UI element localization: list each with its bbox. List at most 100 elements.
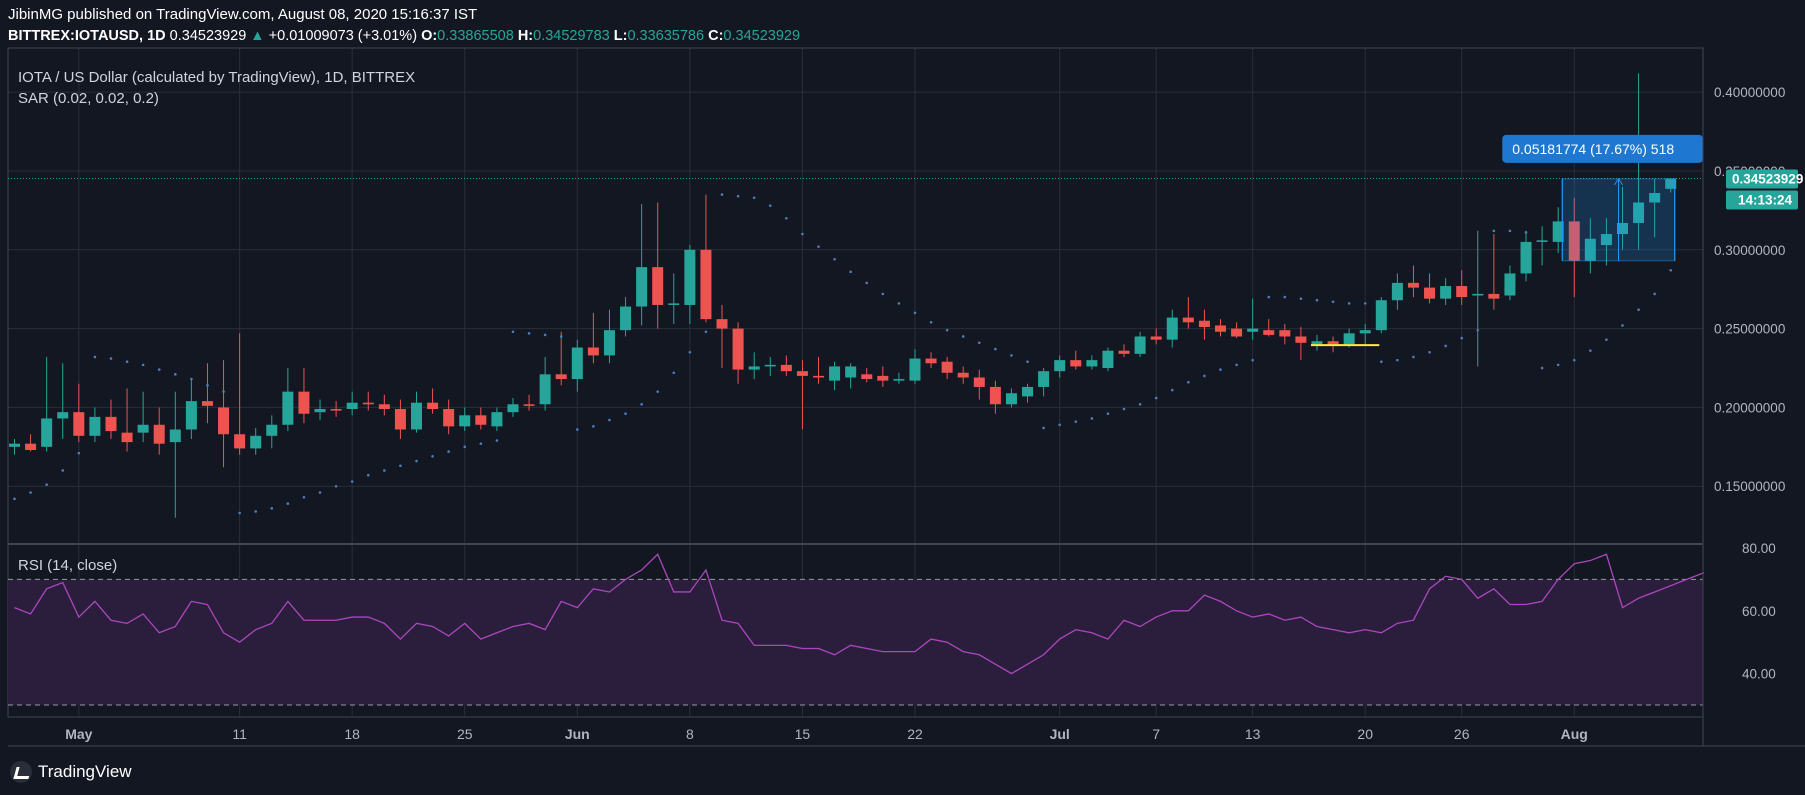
sar-dot [1540, 366, 1544, 370]
sar-dot [704, 330, 708, 334]
candle-body [1182, 317, 1194, 323]
candle-body [153, 424, 165, 444]
candle-body [925, 358, 937, 364]
price-tick-label: 0.15000000 [1714, 479, 1785, 494]
price-axis-background [1704, 46, 1805, 719]
candle-body [394, 409, 406, 430]
candle-body [491, 412, 503, 427]
candle-body [234, 434, 246, 449]
candle-body [1247, 328, 1259, 332]
sar-dot [1605, 338, 1608, 341]
candle-body [973, 377, 985, 387]
candle-body [201, 401, 213, 406]
sar-dot [576, 428, 579, 431]
candle-body [1456, 286, 1468, 298]
sar-dot [1331, 300, 1335, 304]
candle-body [764, 364, 776, 367]
sar-dot [640, 402, 643, 406]
sar-dot [1267, 295, 1271, 299]
sar-dot [1074, 420, 1078, 423]
sar-dot [736, 194, 740, 198]
candle-body [1504, 273, 1516, 296]
sar-dot [61, 469, 65, 472]
candle-body [989, 386, 1001, 405]
sar-dot [45, 483, 48, 486]
sar-dot [1058, 423, 1061, 427]
sar-dot [1621, 324, 1624, 327]
sar-dot [688, 350, 692, 354]
candle-body [861, 374, 873, 380]
candle-body [1311, 341, 1323, 345]
candle-body [266, 424, 278, 436]
sar-dot [415, 459, 418, 463]
time-tick-label: 20 [1357, 726, 1373, 742]
candle-body [684, 249, 696, 305]
price-tick-label: 0.40000000 [1714, 85, 1785, 100]
candle-body [1568, 221, 1580, 261]
time-tick-label: Aug [1561, 726, 1588, 742]
sar-dot [1026, 360, 1029, 364]
sar-dot [1219, 368, 1222, 371]
sar-dot [656, 390, 659, 393]
candle-body [1617, 222, 1628, 235]
countdown-tag-label: 14:13:24 [1738, 192, 1793, 207]
sar-dot [463, 445, 467, 449]
sar-dot [720, 193, 724, 196]
sar-dot [1637, 308, 1640, 311]
candle-body [362, 402, 374, 405]
candle-body [169, 429, 181, 443]
candle-body [1022, 386, 1034, 397]
sar-dot [1380, 360, 1383, 364]
candle-body [1407, 282, 1419, 288]
candle-body [780, 364, 792, 372]
sar-dot [881, 292, 885, 296]
symbol-name[interactable]: BITTREX:IOTAUSD, 1D [8, 28, 166, 44]
candle-body [877, 375, 889, 381]
sar-legend[interactable]: SAR (0.02, 0.02, 0.2) [18, 90, 159, 107]
sar-dot [1154, 396, 1158, 400]
candle-body [539, 374, 551, 405]
candle-body [218, 407, 230, 435]
candle-body [1472, 293, 1484, 296]
sar-dot [270, 507, 274, 510]
time-tick-label: 11 [232, 726, 247, 742]
candle-body [1215, 325, 1226, 332]
measure-label: 0.05181774 (17.67%) 518 [1512, 141, 1674, 157]
candle-body [571, 347, 583, 380]
sar-dot [13, 497, 16, 501]
sar-dot [29, 491, 32, 494]
tradingview-logo-icon [10, 761, 32, 783]
sar-dot [318, 491, 322, 494]
sar-dot [1396, 358, 1399, 362]
sar-dot [1235, 363, 1238, 367]
tradingview-logo[interactable]: TradingView [10, 761, 132, 783]
sar-dot [945, 328, 949, 332]
sar-dot [157, 368, 161, 371]
rsi-legend[interactable]: RSI (14, close) [18, 557, 117, 574]
candle-body [89, 416, 101, 436]
price-tick-label: 0.30000000 [1714, 243, 1785, 258]
candle-body [748, 366, 760, 370]
sar-dot [1476, 328, 1480, 332]
sar-dot [141, 363, 145, 367]
candle-body [1391, 282, 1403, 301]
rsi-line [14, 553, 1720, 675]
sar-dot [93, 355, 97, 359]
sar-dot [1460, 336, 1463, 340]
candle-body [73, 412, 85, 436]
high-label: H: [517, 28, 534, 44]
candle-body [443, 409, 455, 427]
candle-body [314, 409, 326, 413]
time-tick-label: May [65, 726, 92, 742]
sar-dot [479, 442, 483, 445]
candle-body [1279, 330, 1291, 337]
time-tick-label: Jul [1050, 726, 1070, 742]
sar-dot [334, 484, 338, 488]
last-price-tag [1726, 169, 1798, 189]
sar-dot [592, 425, 595, 428]
sar-dot [350, 480, 354, 483]
sar-dot [77, 451, 81, 455]
candle-body [555, 374, 567, 380]
candle-body [1150, 336, 1162, 340]
